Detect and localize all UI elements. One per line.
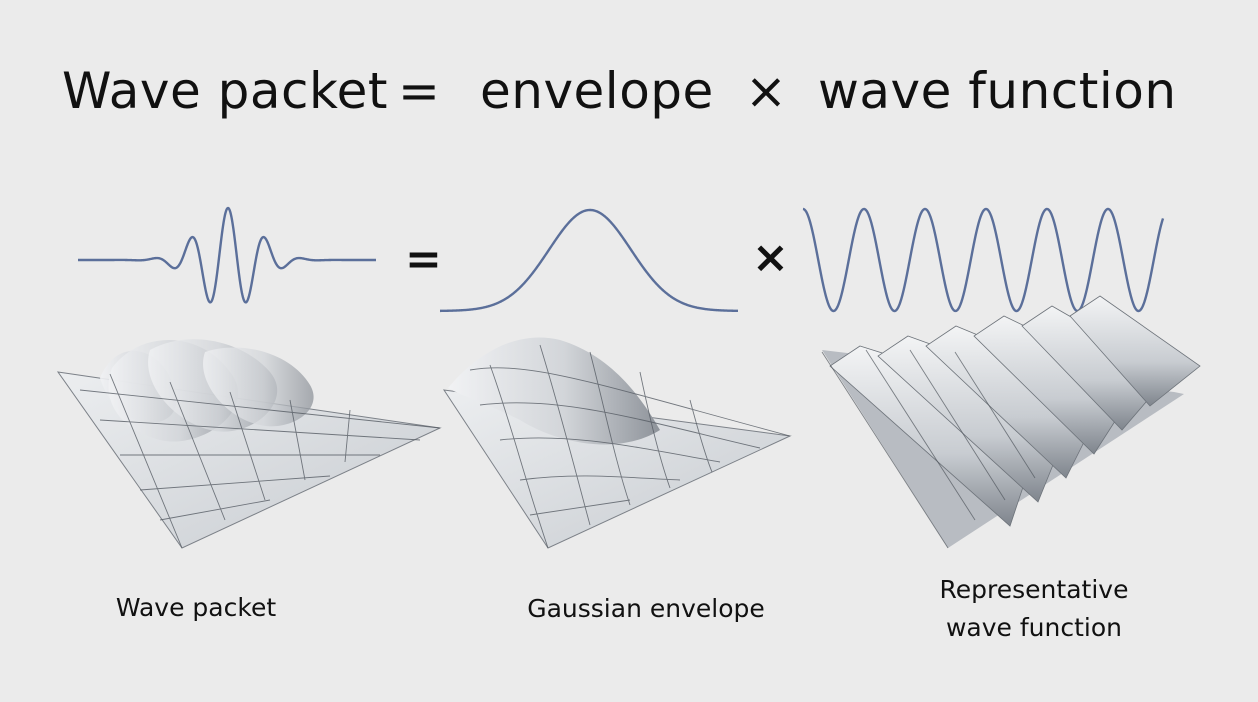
caption-representative-wave-function: Representative wave function <box>914 571 1154 647</box>
caption-wave-packet: Wave packet <box>115 593 277 622</box>
title-envelope: envelope <box>480 62 714 120</box>
wave-function-surface <box>821 295 1201 549</box>
title-equation: Wave packet = envelope × wave function <box>0 62 1258 142</box>
title-wave-function: wave function <box>818 62 1177 120</box>
caption-line-1: Representative <box>939 575 1129 604</box>
gaussian-envelope-curve <box>440 208 739 313</box>
row-times-sign: × <box>752 232 789 283</box>
wave-fold <box>1069 295 1201 407</box>
caption-gaussian-envelope: Gaussian envelope <box>527 594 765 623</box>
caption-line-2: wave function <box>945 613 1122 642</box>
wave-packet-surface <box>56 339 442 549</box>
title-equals-sign: = <box>398 62 441 120</box>
wave-function-curve <box>802 207 1165 313</box>
row-equals-sign: = <box>405 234 442 285</box>
title-times-sign: × <box>745 62 788 120</box>
wave-packet-curve <box>78 206 376 304</box>
gaussian-envelope-surface <box>442 337 792 549</box>
title-wave-packet: Wave packet <box>62 62 389 120</box>
